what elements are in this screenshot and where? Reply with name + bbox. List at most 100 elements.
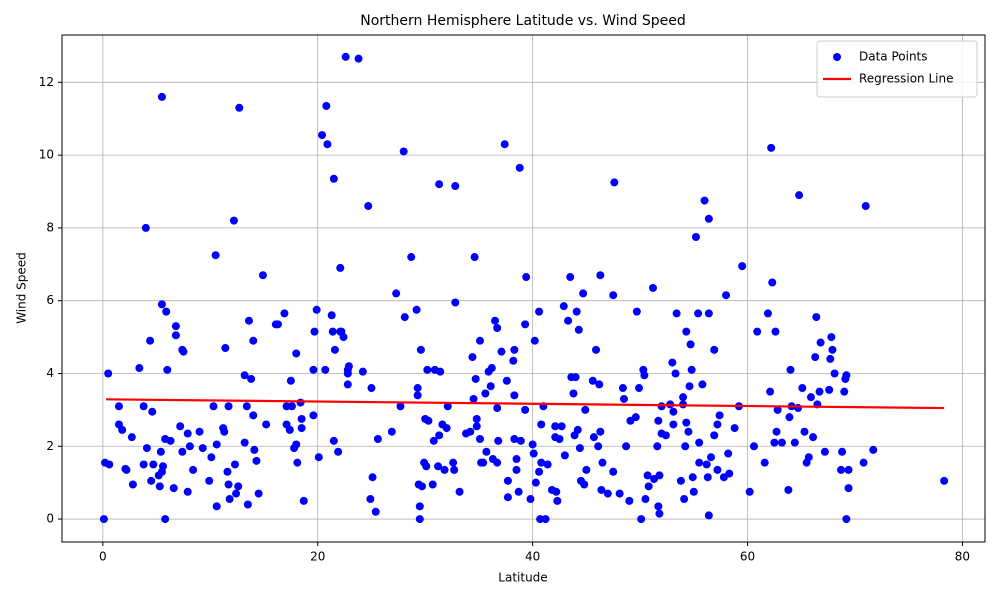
data-point	[149, 460, 158, 469]
data-point	[597, 485, 606, 494]
data-point	[722, 291, 731, 300]
data-point	[451, 182, 460, 191]
data-point	[415, 502, 424, 511]
data-point	[161, 515, 170, 524]
data-point	[297, 424, 306, 433]
data-point	[655, 509, 664, 518]
data-point	[475, 434, 484, 443]
data-point	[309, 411, 318, 420]
data-point	[171, 322, 180, 331]
data-point	[559, 302, 568, 311]
data-point	[669, 407, 678, 416]
data-point	[575, 444, 584, 453]
data-point	[396, 402, 405, 411]
data-point	[564, 316, 573, 325]
data-point	[471, 374, 480, 383]
data-point	[800, 427, 809, 436]
data-point	[487, 364, 496, 373]
data-point	[610, 178, 619, 187]
data-point	[449, 458, 458, 467]
data-point	[811, 353, 820, 362]
data-point	[543, 460, 552, 469]
data-point	[135, 364, 144, 373]
data-point	[603, 489, 612, 498]
data-point	[368, 473, 377, 482]
data-point	[622, 442, 631, 451]
data-point	[815, 387, 824, 396]
data-point	[334, 447, 343, 456]
data-point	[529, 449, 538, 458]
data-point	[234, 482, 243, 491]
data-point	[560, 451, 569, 460]
data-point	[247, 374, 256, 383]
data-point	[777, 438, 786, 447]
data-point	[573, 425, 582, 434]
data-point	[470, 253, 479, 262]
data-point	[232, 489, 241, 498]
data-point	[417, 482, 426, 491]
data-point	[428, 480, 437, 489]
data-point	[142, 444, 151, 453]
x-tick-label: 40	[525, 550, 540, 564]
data-point	[329, 436, 338, 445]
data-point	[105, 460, 114, 469]
data-point	[292, 440, 301, 449]
data-point	[713, 465, 722, 474]
data-point	[296, 398, 305, 407]
data-point	[940, 476, 949, 485]
data-point	[450, 465, 459, 474]
data-point	[713, 420, 722, 429]
data-point	[367, 384, 376, 393]
data-point	[387, 427, 396, 436]
data-point	[114, 402, 123, 411]
data-point	[710, 431, 719, 440]
data-point	[749, 442, 758, 451]
data-point	[468, 353, 477, 362]
data-point	[440, 465, 449, 474]
data-point	[844, 465, 853, 474]
data-point	[588, 376, 597, 385]
data-point	[482, 447, 491, 456]
data-point	[685, 382, 694, 391]
data-point	[491, 316, 500, 325]
data-point	[820, 447, 829, 456]
x-tick-label: 0	[99, 550, 107, 564]
data-point	[176, 422, 185, 431]
data-point	[240, 371, 249, 380]
data-point	[537, 420, 546, 429]
data-point	[344, 362, 353, 371]
data-point	[790, 438, 799, 447]
data-point	[828, 345, 837, 354]
data-point	[596, 427, 605, 436]
data-point	[299, 496, 308, 505]
data-point	[443, 402, 452, 411]
data-point	[472, 422, 481, 431]
data-point	[531, 478, 540, 487]
data-point	[413, 391, 422, 400]
data-point	[435, 180, 444, 189]
data-point	[189, 465, 198, 474]
data-point	[469, 394, 478, 403]
data-point	[339, 333, 348, 342]
data-point	[695, 458, 704, 467]
data-point	[503, 493, 512, 502]
data-point	[451, 298, 460, 307]
data-point	[434, 462, 443, 471]
data-point	[643, 471, 652, 480]
data-point	[212, 440, 221, 449]
data-point	[795, 191, 804, 200]
data-point	[840, 387, 849, 396]
data-point	[838, 447, 847, 456]
data-point	[310, 327, 319, 336]
data-point	[139, 402, 148, 411]
data-point	[702, 460, 711, 469]
data-point	[844, 484, 853, 493]
data-point	[322, 101, 331, 110]
data-point	[637, 515, 646, 524]
data-point	[671, 369, 680, 378]
y-tick-label: 4	[46, 366, 54, 380]
data-point	[672, 309, 681, 318]
data-point	[766, 387, 775, 396]
data-point	[220, 427, 229, 436]
